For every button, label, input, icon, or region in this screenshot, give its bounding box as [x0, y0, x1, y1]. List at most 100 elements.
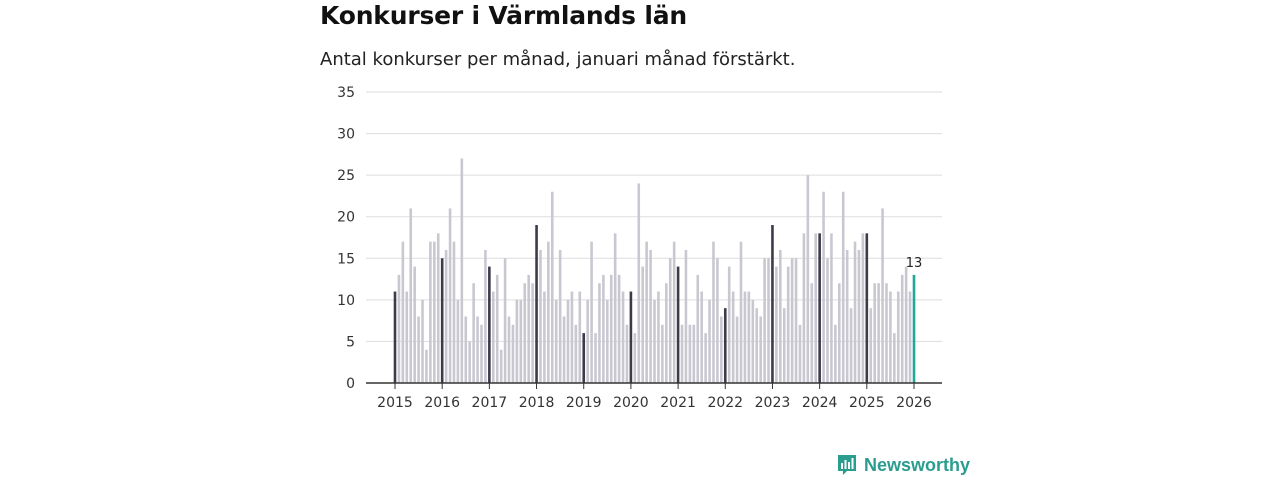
- bar: [782, 308, 786, 383]
- chart-title: Konkurser i Värmlands län: [320, 1, 687, 30]
- bar: [735, 316, 739, 383]
- bar: [716, 258, 719, 383]
- bar: [570, 291, 574, 383]
- x-tick-label: 2016: [424, 395, 460, 411]
- bar: [743, 291, 747, 383]
- bar: [657, 291, 660, 383]
- x-tick-label: 2026: [896, 395, 932, 411]
- bar: [464, 316, 468, 383]
- chart-subtitle: Antal konkurser per månad, januari månad…: [320, 49, 796, 70]
- bar: [893, 333, 896, 383]
- bar: [896, 291, 900, 383]
- bar: [499, 349, 503, 383]
- bar: [448, 208, 452, 383]
- bar: [751, 299, 755, 383]
- bar: [480, 324, 483, 383]
- bar: [712, 241, 715, 383]
- bar: [637, 183, 641, 383]
- bar: [472, 283, 475, 383]
- bar: [841, 191, 845, 383]
- x-tick-label: 2023: [755, 395, 791, 411]
- bar: [554, 299, 558, 383]
- bar: [904, 266, 908, 383]
- bar: [676, 266, 680, 383]
- bar: [798, 324, 802, 383]
- bar: [405, 291, 409, 383]
- bar: [594, 333, 597, 383]
- bar: [653, 299, 656, 383]
- bar: [444, 249, 448, 383]
- x-tick-label: 2024: [802, 395, 838, 411]
- bar: [503, 258, 507, 383]
- bar: [747, 291, 751, 383]
- bar-chart-logo-icon: [838, 455, 856, 475]
- bar: [535, 225, 538, 383]
- bar: [861, 233, 865, 383]
- bar: [826, 258, 829, 383]
- x-tick-label: 2019: [566, 395, 602, 411]
- bar: [708, 299, 711, 383]
- bar: [912, 274, 916, 383]
- bar: [613, 233, 617, 383]
- bar: [547, 241, 550, 383]
- bar: [830, 233, 833, 383]
- bar: [511, 324, 515, 383]
- bar: [562, 316, 566, 383]
- bar: [539, 249, 542, 383]
- bar: [755, 308, 759, 383]
- x-tick-label: 2025: [849, 395, 885, 411]
- x-tick-label: 2020: [613, 395, 649, 411]
- bar: [586, 299, 589, 383]
- bar: [523, 283, 527, 383]
- bar: [409, 208, 413, 383]
- bar: [668, 258, 672, 383]
- bar: [492, 291, 495, 383]
- data-label: 13: [906, 256, 923, 271]
- bar: [665, 283, 668, 383]
- bar: [771, 225, 774, 383]
- bar: [786, 266, 790, 383]
- bar: [543, 291, 546, 383]
- bar: [488, 266, 491, 383]
- bar: [590, 241, 593, 383]
- bar: [641, 266, 644, 383]
- bar: [507, 316, 511, 383]
- bar: [790, 258, 794, 383]
- bar: [857, 249, 861, 383]
- bar: [558, 249, 562, 383]
- bar: [456, 299, 460, 383]
- bar: [869, 308, 873, 383]
- bar: [838, 283, 841, 383]
- bar: [621, 291, 625, 383]
- bar: [814, 233, 817, 383]
- bar: [495, 274, 499, 383]
- y-tick-label: 15: [337, 251, 355, 267]
- bar: [417, 316, 420, 383]
- bar: [598, 283, 601, 383]
- bar: [606, 299, 609, 383]
- brand-name: Newsworthy: [864, 454, 971, 475]
- bar: [433, 241, 436, 383]
- bar: [818, 233, 821, 383]
- bar: [885, 283, 888, 383]
- bar: [739, 241, 743, 383]
- bar: [731, 291, 735, 383]
- bar: [759, 316, 762, 383]
- bar: [849, 308, 853, 383]
- bar: [440, 258, 444, 383]
- bar: [515, 299, 519, 383]
- bar: [802, 233, 806, 383]
- bar: [806, 175, 810, 383]
- bar: [684, 249, 688, 383]
- bar: [680, 324, 684, 383]
- y-tick-label: 30: [337, 127, 355, 143]
- bar: [519, 299, 523, 383]
- bar: [775, 266, 778, 383]
- bar: [425, 349, 428, 383]
- bar: [688, 324, 692, 383]
- y-tick-label: 25: [337, 168, 355, 184]
- bar: [822, 191, 825, 383]
- x-tick-label: 2021: [660, 395, 696, 411]
- bar: [672, 241, 676, 383]
